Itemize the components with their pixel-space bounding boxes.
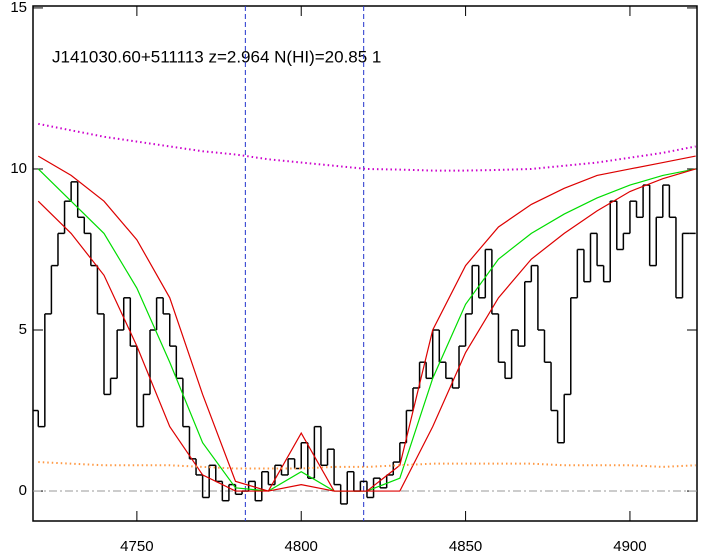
plot-frame (32, 5, 698, 522)
y-tick-label: 10 (10, 160, 27, 177)
model-curve (37, 155, 696, 492)
model-curve (37, 168, 696, 492)
y-tick-label: 5 (19, 321, 27, 338)
x-tick-label: 4850 (449, 538, 482, 555)
x-tick-label: 4800 (285, 538, 318, 555)
x-tick-label: 4750 (120, 538, 153, 555)
dotted-curve (38, 461, 696, 470)
x-tick-label: 4900 (613, 538, 646, 555)
y-tick-label: 15 (10, 0, 27, 16)
dotted-curve (38, 122, 696, 172)
chart-title: J141030.60+511113 z=2.964 N(HI)=20.85 1 (52, 47, 381, 66)
y-tick-label: 0 (19, 482, 27, 499)
model-curve (37, 168, 696, 492)
